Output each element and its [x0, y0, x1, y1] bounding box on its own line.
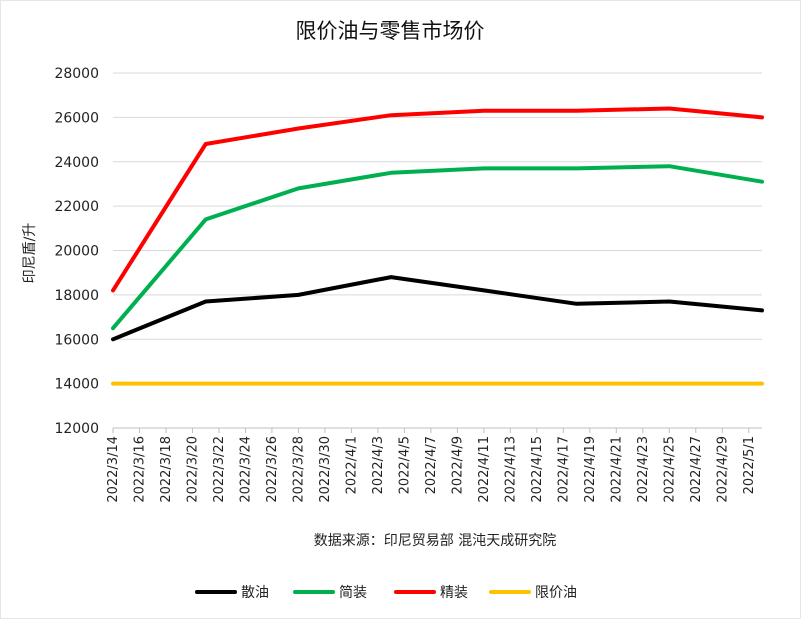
source-note: 数据来源：印尼贸易部 混沌天成研究院 — [314, 533, 556, 549]
x-tick-label: 2022/4/25 — [662, 436, 677, 503]
y-tick-label: 14000 — [54, 377, 99, 393]
x-tick-label: 2022/3/30 — [318, 436, 333, 503]
x-tick-label: 2022/3/20 — [185, 436, 200, 503]
legend-item: 限价油 — [489, 585, 577, 601]
x-tick-label: 2022/3/16 — [132, 436, 147, 503]
x-tick-label: 2022/3/28 — [291, 436, 306, 503]
x-tick-label: 2022/3/18 — [159, 436, 174, 503]
y-tick-label: 20000 — [54, 244, 99, 260]
x-tick-label: 2022/4/23 — [636, 436, 651, 503]
x-tick-label: 2022/4/13 — [503, 436, 518, 503]
y-tick-label: 26000 — [54, 110, 99, 126]
x-tick-label: 2022/4/1 — [344, 436, 359, 494]
legend-label: 散油 — [241, 585, 269, 601]
x-tick-label: 2022/4/3 — [371, 436, 386, 494]
series-line — [111, 164, 764, 331]
x-tick-label: 2022/5/1 — [742, 436, 757, 494]
legend-label: 简装 — [339, 584, 367, 601]
legend-item: 散油 — [195, 585, 269, 601]
legend-label: 精装 — [440, 585, 468, 601]
series-line — [111, 275, 764, 342]
x-axis: 2022/3/14 2022/3/16 2022/3/18 2022/3/20 2022… — [106, 427, 762, 503]
y-tick-label: 18000 — [54, 288, 99, 304]
gridlines — [113, 72, 762, 385]
x-tick-label: 2022/4/7 — [424, 436, 439, 494]
y-tick-label: 24000 — [54, 155, 99, 171]
x-tick-label: 2022/3/26 — [265, 436, 280, 503]
series-line — [111, 106, 764, 293]
x-tick-label: 2022/4/21 — [609, 436, 624, 503]
x-tick-label: 2022/4/15 — [530, 436, 545, 503]
y-tick-label: 28000 — [54, 66, 99, 82]
series-lines — [111, 106, 764, 386]
y-axis-label: 印尼盾/升 — [22, 223, 38, 284]
y-tick-label: 16000 — [54, 332, 99, 348]
x-tick-label: 2022/3/22 — [212, 436, 227, 503]
x-tick-label: 2022/4/9 — [450, 436, 465, 494]
legend-item: 精装 — [394, 585, 468, 601]
legend-label: 限价油 — [535, 585, 577, 601]
legend-item: 简装 — [293, 584, 367, 601]
y-axis: 28000 26000 24000 22000 20000 18000 16000 14000… — [54, 66, 99, 437]
y-tick-label: 22000 — [54, 199, 99, 215]
legend: 散油 简装 精装 限价油 — [195, 584, 577, 601]
x-tick-label: 2022/4/5 — [397, 436, 412, 494]
x-tick-label: 2022/3/24 — [238, 436, 253, 503]
chart-title: 限价油与零售市场价 — [296, 19, 485, 43]
y-tick-label: 12000 — [54, 421, 99, 437]
x-tick-label: 2022/4/17 — [556, 436, 571, 503]
x-tick-label: 2022/4/11 — [477, 436, 492, 503]
x-tick-label: 2022/4/27 — [689, 436, 704, 503]
x-tick-label: 2022/4/19 — [583, 436, 598, 503]
x-tick-label: 2022/4/29 — [715, 436, 730, 503]
x-tick-label: 2022/3/14 — [106, 436, 121, 503]
